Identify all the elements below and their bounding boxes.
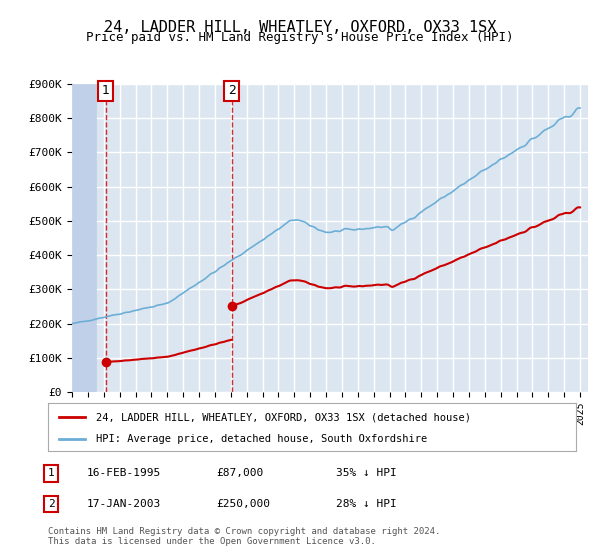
Text: 35% ↓ HPI: 35% ↓ HPI — [336, 468, 397, 478]
Text: Contains HM Land Registry data © Crown copyright and database right 2024.
This d: Contains HM Land Registry data © Crown c… — [48, 526, 440, 546]
Text: 1: 1 — [102, 85, 110, 97]
Text: 28% ↓ HPI: 28% ↓ HPI — [336, 499, 397, 509]
Text: 24, LADDER HILL, WHEATLEY, OXFORD, OX33 1SX: 24, LADDER HILL, WHEATLEY, OXFORD, OX33 … — [104, 20, 496, 35]
Text: £87,000: £87,000 — [216, 468, 263, 478]
Text: 2: 2 — [47, 499, 55, 509]
Text: 2: 2 — [227, 85, 236, 97]
Text: Price paid vs. HM Land Registry's House Price Index (HPI): Price paid vs. HM Land Registry's House … — [86, 31, 514, 44]
Text: 24, LADDER HILL, WHEATLEY, OXFORD, OX33 1SX (detached house): 24, LADDER HILL, WHEATLEY, OXFORD, OX33 … — [95, 413, 470, 422]
Bar — [72, 84, 96, 392]
Text: 17-JAN-2003: 17-JAN-2003 — [87, 499, 161, 509]
Text: HPI: Average price, detached house, South Oxfordshire: HPI: Average price, detached house, Sout… — [95, 434, 427, 444]
Text: £250,000: £250,000 — [216, 499, 270, 509]
Text: 1: 1 — [47, 468, 55, 478]
Text: 16-FEB-1995: 16-FEB-1995 — [87, 468, 161, 478]
